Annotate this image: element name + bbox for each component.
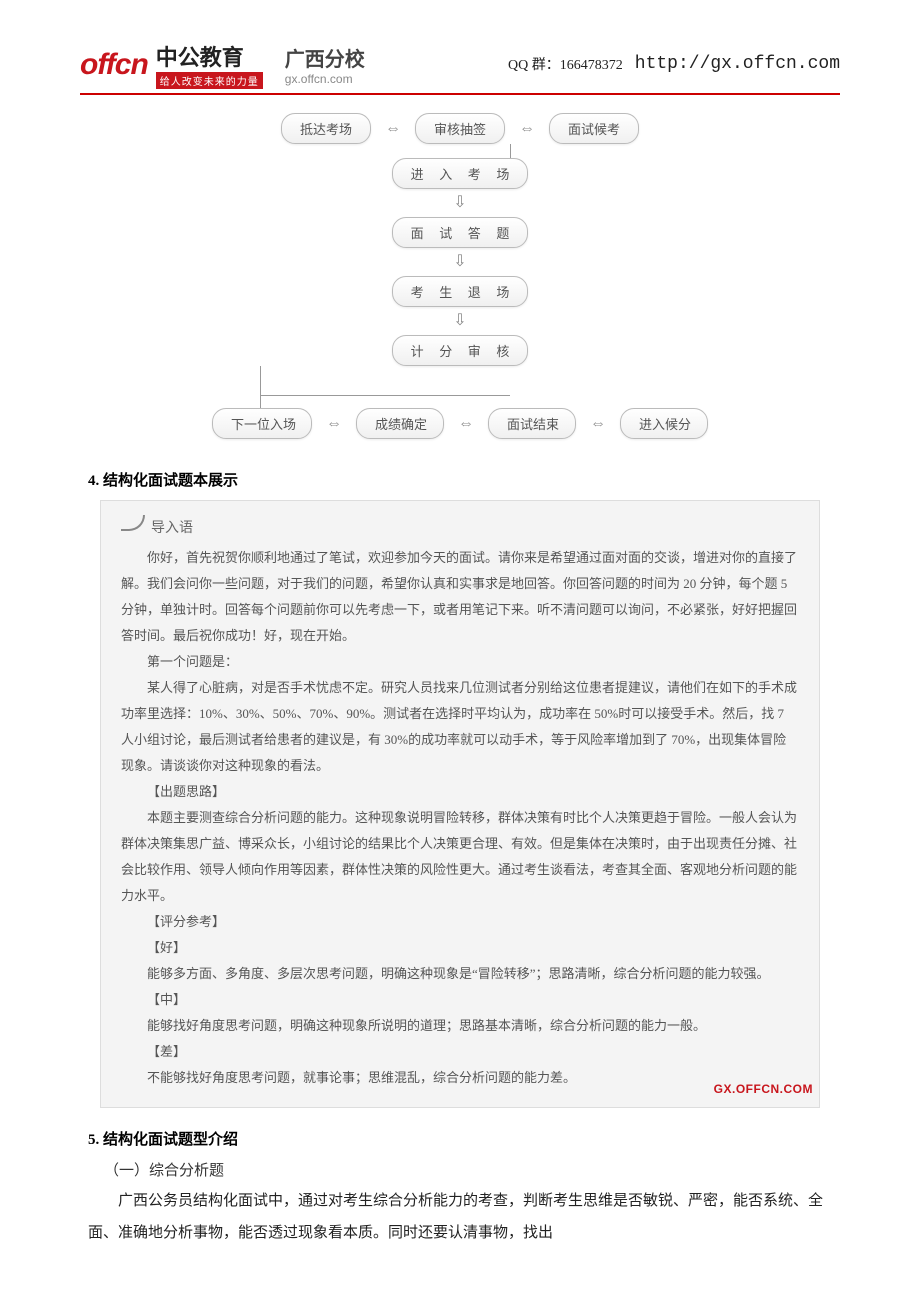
flow-connector bbox=[510, 144, 511, 158]
section4-title: 4. 结构化面试题本展示 bbox=[88, 469, 840, 490]
sample-good-body: 能够多方面、多角度、多层次思考问题，明确这种现象是“冒险转移”；思路清晰，综合分… bbox=[121, 961, 799, 987]
sample-idea-head: 【出题思路】 bbox=[121, 779, 799, 805]
logo-cn-block: 中公教育 给人改变未来的力量 bbox=[156, 40, 263, 89]
flow-node-answer: 面 试 答 题 bbox=[392, 217, 529, 248]
flow-row-5: 计 分 审 核 bbox=[210, 335, 710, 366]
arrow-h-icon: ⇔ bbox=[519, 120, 535, 138]
sample-score-head: 【评分参考】 bbox=[121, 909, 799, 935]
arrow-v-icon: ⇩ bbox=[210, 307, 710, 335]
arrow-v-icon: ⇩ bbox=[210, 248, 710, 276]
flow-node-waitscore: 进入候分 bbox=[620, 408, 708, 439]
flow-row-3: 面 试 答 题 bbox=[210, 217, 710, 248]
logo-latin: offcn bbox=[80, 48, 148, 82]
flow-node-leave: 考 生 退 场 bbox=[392, 276, 529, 307]
flow-node-verify: 审核抽签 bbox=[415, 113, 505, 144]
flow-row-2: 进 入 考 场 bbox=[210, 158, 710, 189]
header-right: QQ 群：166478372 http://gx.offcn.com bbox=[508, 54, 840, 76]
branch-title: 广西分校 bbox=[285, 43, 365, 72]
arrow-h-icon: ⇔ bbox=[458, 415, 474, 433]
sample-idea-body: 本题主要测查综合分析问题的能力。这种现象说明冒险转移，群体决策有时比个人决策更趋… bbox=[121, 805, 799, 909]
sample-mid-body: 能够找好角度思考问题，明确这种现象所说明的道理；思路基本清晰，综合分析问题的能力… bbox=[121, 1013, 799, 1039]
flow-node-end: 面试结束 bbox=[488, 408, 576, 439]
page-header: offcn 中公教育 给人改变未来的力量 广西分校 gx.offcn.com Q… bbox=[80, 40, 840, 95]
sample-lead: 导入语 bbox=[121, 515, 799, 543]
curve-icon bbox=[121, 515, 145, 531]
branch-url: gx.offcn.com bbox=[285, 72, 365, 86]
sample-bad-body: 不能够找好角度思考问题，就事论事；思维混乱，综合分析问题的能力差。 bbox=[121, 1065, 799, 1091]
logo-block: offcn 中公教育 给人改变未来的力量 广西分校 gx.offcn.com bbox=[80, 40, 365, 89]
sample-mid-head: 【中】 bbox=[121, 987, 799, 1013]
logo-cn-main: 中公教育 bbox=[156, 40, 263, 72]
qq-group: QQ 群：166478372 bbox=[508, 54, 623, 74]
watermark: GX.OFFCN.COM bbox=[714, 1077, 813, 1101]
section5-title: 5. 结构化面试题型介绍 bbox=[88, 1128, 840, 1149]
section5-p1: 广西公务员结构化面试中，通过对考生综合分析能力的考查，判断考生思维是否敏锐、严密… bbox=[88, 1186, 832, 1249]
sample-q1-head: 第一个问题是： bbox=[121, 649, 799, 675]
flow-connector-left bbox=[260, 366, 510, 396]
flow-row-4: 考 生 退 场 bbox=[210, 276, 710, 307]
arrow-h-icon: ⇔ bbox=[385, 120, 401, 138]
sample-good-head: 【好】 bbox=[121, 935, 799, 961]
flow-node-arrive: 抵达考场 bbox=[281, 113, 371, 144]
arrow-h-icon: ⇔ bbox=[590, 415, 606, 433]
flow-node-score: 计 分 审 核 bbox=[392, 335, 529, 366]
section5-sub1: （一）综合分析题 bbox=[104, 1159, 840, 1180]
flow-node-confirm: 成绩确定 bbox=[356, 408, 444, 439]
arrow-h-icon: ⇔ bbox=[326, 415, 342, 433]
site-url: http://gx.offcn.com bbox=[635, 54, 840, 74]
flow-row-1: 抵达考场 ⇔ 审核抽签 ⇔ 面试候考 bbox=[210, 113, 710, 144]
interview-flowchart: 抵达考场 ⇔ 审核抽签 ⇔ 面试候考 进 入 考 场 ⇩ 面 试 答 题 ⇩ 考… bbox=[210, 113, 710, 439]
flow-node-next: 下一位入场 bbox=[212, 408, 312, 439]
sample-bad-head: 【差】 bbox=[121, 1039, 799, 1065]
sample-intro: 你好，首先祝贺你顺利地通过了笔试，欢迎参加今天的面试。请你来是希望通过面对面的交… bbox=[121, 545, 799, 649]
flow-connector-down bbox=[260, 396, 710, 408]
arrow-v-icon: ⇩ bbox=[210, 189, 710, 217]
logo-slogan: 给人改变未来的力量 bbox=[156, 72, 263, 89]
sample-lead-text: 导入语 bbox=[151, 515, 193, 543]
sample-question-box: 导入语 你好，首先祝贺你顺利地通过了笔试，欢迎参加今天的面试。请你来是希望通过面… bbox=[100, 500, 820, 1108]
flow-row-6: 下一位入场 ⇔ 成绩确定 ⇔ 面试结束 ⇔ 进入候分 bbox=[210, 408, 710, 439]
flow-node-enter: 进 入 考 场 bbox=[392, 158, 529, 189]
branch-block: 广西分校 gx.offcn.com bbox=[285, 43, 365, 86]
sample-q1-body: 某人得了心脏病，对是否手术忧虑不定。研究人员找来几位测试者分别给这位患者提建议，… bbox=[121, 675, 799, 779]
flow-node-wait: 面试候考 bbox=[549, 113, 639, 144]
